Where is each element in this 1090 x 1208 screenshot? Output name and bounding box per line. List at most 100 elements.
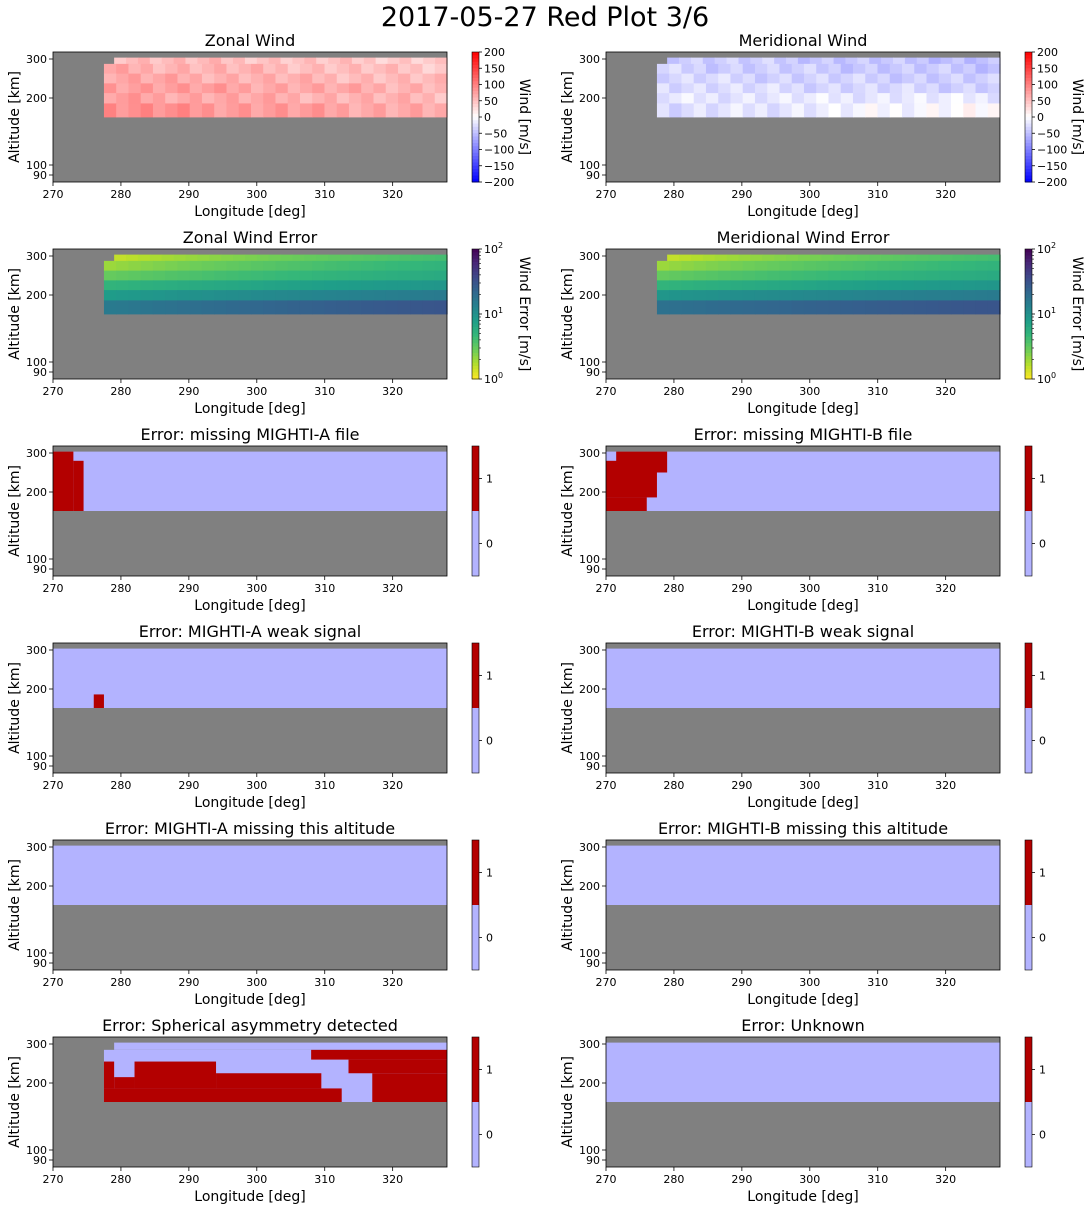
- heatmap-cell: [422, 260, 436, 272]
- colorbar-segment: [472, 178, 479, 183]
- colorbar-segment: [1025, 278, 1032, 282]
- heatmap-cell: [690, 57, 704, 65]
- heatmap-cell: [693, 290, 707, 301]
- heatmap-cell: [833, 254, 847, 262]
- heatmap-cell: [718, 83, 732, 94]
- heatmap-cell: [275, 260, 289, 272]
- heatmap-cell: [324, 63, 338, 75]
- colorbar-segment: [472, 78, 479, 82]
- x-tick-label: 310: [867, 976, 888, 989]
- colorbar-tick-label: 1: [486, 867, 493, 880]
- colorbar-segment: [1025, 297, 1032, 302]
- heatmap-cell: [730, 300, 744, 315]
- heatmap-cell: [714, 254, 728, 262]
- heatmap-cell: [214, 300, 228, 315]
- heatmap-cell: [791, 280, 805, 291]
- heatmap-cell: [976, 57, 989, 65]
- heatmap-cell: [268, 57, 282, 65]
- heatmap-cell: [816, 270, 830, 281]
- colorbar-segment: [1025, 52, 1032, 56]
- heatmap-cell: [901, 103, 915, 118]
- heatmap-cell: [726, 254, 740, 262]
- x-tick-label: 320: [935, 976, 956, 989]
- heatmap-cell: [275, 73, 289, 84]
- colorbar-tick-label: 100: [484, 371, 503, 386]
- colorbar-segment: [1025, 349, 1032, 354]
- heatmap-cell: [656, 260, 670, 272]
- colorbar-tick-label: 102: [484, 241, 503, 256]
- heatmap-cell: [816, 103, 830, 118]
- heatmap-cell: [336, 103, 350, 118]
- heatmap-cell: [754, 73, 768, 84]
- y-tick-label: 100: [579, 947, 600, 960]
- heatmap-cell: [718, 280, 732, 291]
- colorbar-segment: [1025, 152, 1032, 157]
- x-tick-label: 270: [43, 976, 64, 989]
- flag-one-region: [114, 1077, 135, 1089]
- y-tick-label: 300: [579, 644, 600, 657]
- colorbar-segment: [1025, 323, 1032, 328]
- colorbar-segment: [1025, 87, 1032, 92]
- colorbar-segment: [472, 136, 479, 141]
- heatmap-cell: [226, 280, 240, 291]
- y-tick-label: 200: [26, 880, 47, 893]
- x-axis-label: Longitude [deg]: [747, 598, 858, 614]
- heatmap-cell: [399, 254, 412, 262]
- colorbar-segment: [472, 336, 479, 341]
- heatmap-cell: [152, 270, 166, 281]
- heatmap-cell: [226, 260, 240, 272]
- heatmap-cell: [361, 93, 375, 104]
- flag-one-region: [103, 1088, 342, 1102]
- heatmap-cell: [373, 63, 387, 75]
- heatmap-cell: [938, 73, 952, 84]
- heatmap-cell: [336, 270, 350, 281]
- heatmap-cell: [857, 254, 870, 262]
- heatmap-cell: [901, 73, 915, 84]
- colorbar-segment: [1025, 320, 1032, 325]
- heatmap-cell: [177, 63, 191, 75]
- colorbar-segment: [472, 249, 479, 253]
- colorbar-segment: [1025, 310, 1032, 315]
- colorbar-segment: [472, 446, 479, 511]
- heatmap-cell: [385, 270, 399, 281]
- x-tick-label: 310: [867, 385, 888, 398]
- heatmap-cell: [779, 280, 793, 291]
- heatmap-cell: [816, 260, 830, 272]
- colorbar-tick-label: 0: [486, 735, 493, 748]
- heatmap-cell: [916, 57, 930, 65]
- heatmap-cell: [791, 63, 805, 75]
- heatmap-cell: [238, 103, 252, 118]
- heatmap-cell: [718, 260, 732, 272]
- colorbar-segment: [1025, 78, 1032, 82]
- colorbar-segment: [472, 643, 479, 708]
- x-tick-label: 280: [110, 582, 131, 595]
- heatmap-cell: [250, 103, 264, 118]
- heatmap-cell: [209, 57, 222, 65]
- heatmap-cell: [214, 83, 228, 94]
- y-tick-label: 300: [579, 447, 600, 460]
- heatmap-cell: [238, 280, 252, 291]
- colorbar-segment: [1025, 268, 1032, 273]
- colorbar-segment: [1025, 1102, 1032, 1167]
- heatmap-cell: [152, 290, 166, 301]
- colorbar-segment: [1025, 369, 1032, 373]
- heatmap-cell: [791, 300, 805, 315]
- heatmap-cell: [214, 260, 228, 272]
- heatmap-cell: [914, 83, 928, 94]
- y-tick-label: 200: [579, 1077, 600, 1090]
- heatmap-cell: [754, 63, 768, 75]
- heatmap-cell: [177, 93, 191, 104]
- heatmap-cell: [152, 103, 166, 118]
- heatmap-cell: [840, 103, 854, 118]
- heatmap-cell: [140, 83, 154, 94]
- axes-frame: [52, 445, 448, 577]
- heatmap-cell: [348, 83, 362, 94]
- heatmap-cell: [669, 270, 683, 281]
- heatmap-cell: [103, 270, 117, 281]
- heatmap-cell: [803, 63, 817, 75]
- chart-panel: Error: missing MIGHTI-B file 270 280 290 300…: [560, 425, 1046, 614]
- y-tick-label: 300: [579, 250, 600, 263]
- heatmap-cell: [287, 93, 301, 104]
- heatmap-cell: [103, 83, 117, 94]
- colorbar-tick-label: 0: [486, 932, 493, 945]
